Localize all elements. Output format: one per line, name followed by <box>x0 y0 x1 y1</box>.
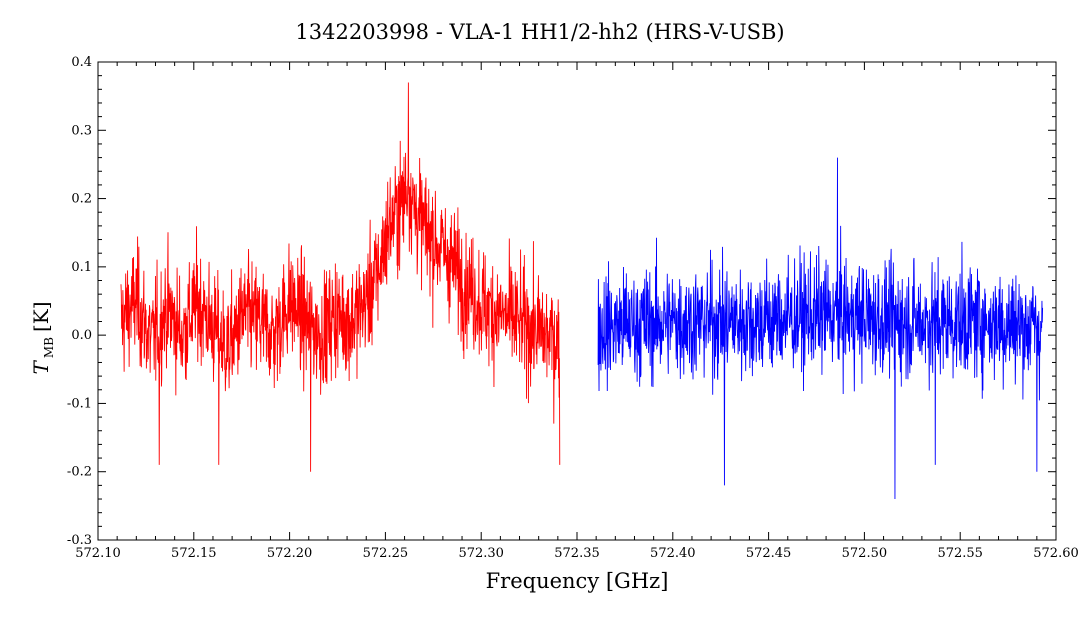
x-tick-label: 572.15 <box>171 546 217 561</box>
x-tick-label: 572.35 <box>554 546 600 561</box>
x-tick-label: 572.40 <box>650 546 696 561</box>
y-tick-label: 0.0 <box>71 328 92 343</box>
y-tick-label: 0.3 <box>71 123 92 138</box>
x-tick-label: 572.60 <box>1033 546 1079 561</box>
plot-area <box>120 82 1044 500</box>
axis-ticks: 572.10 572.15 572.20 572.25 572.30 572.35 572.… <box>67 55 1079 561</box>
plot-frame <box>97 61 1057 541</box>
svg-text:TMB[K]: T MB [K] <box>29 302 56 375</box>
y-axis-unit: [K] <box>29 302 53 333</box>
chart-title: 1342203998 - VLA-1 HH1/2-hh2 (HRS-V-USB) <box>295 20 784 44</box>
y-axis-subscript: MB <box>42 337 56 358</box>
x-axis-label: Frequency [GHz] <box>486 569 669 593</box>
y-tick-label: 0.2 <box>71 192 92 207</box>
spectrum-series-2 <box>597 157 1044 500</box>
x-tick-label: 572.55 <box>937 546 983 561</box>
x-tick-label: 572.20 <box>267 546 313 561</box>
y-tick-label: -0.1 <box>67 396 92 411</box>
y-tick-label: 0.4 <box>71 55 92 70</box>
x-tick-label: 572.45 <box>746 546 792 561</box>
y-tick-label: -0.3 <box>67 533 92 548</box>
x-tick-label: 572.25 <box>363 546 409 561</box>
x-tick-label: 572.30 <box>458 546 504 561</box>
spectrum-series-1 <box>120 82 561 472</box>
x-tick-label: 572.50 <box>842 546 888 561</box>
y-axis-label: T MB [K] <box>29 302 56 375</box>
y-tick-label: -0.2 <box>67 465 92 480</box>
y-tick-label: 0.1 <box>71 260 92 275</box>
x-tick-label: 572.10 <box>75 546 121 561</box>
y-axis-symbol: T <box>29 360 53 375</box>
